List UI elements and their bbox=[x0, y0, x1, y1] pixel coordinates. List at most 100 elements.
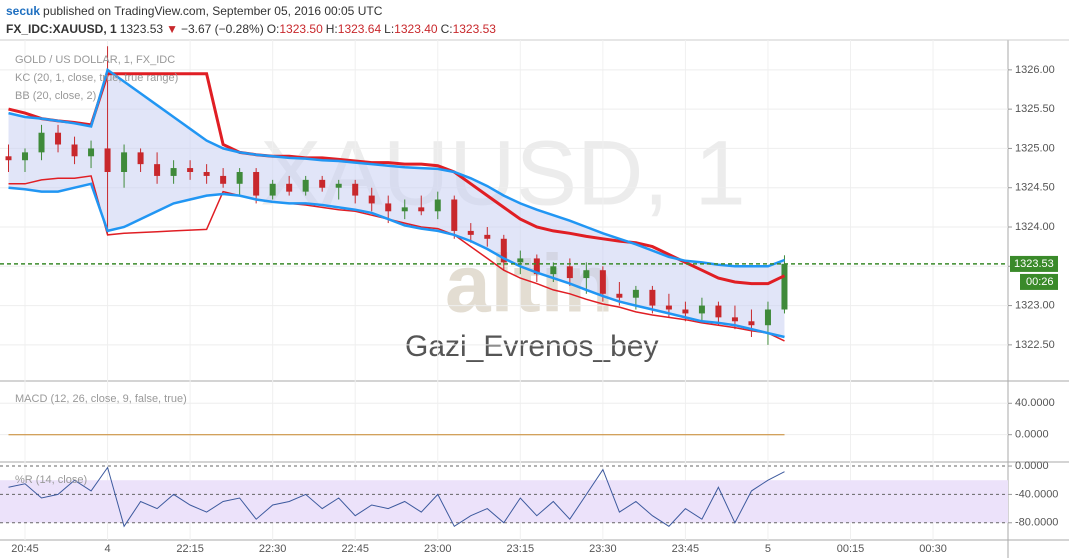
high: 1323.64 bbox=[337, 22, 382, 36]
x-tick-label: 22:30 bbox=[259, 543, 287, 555]
candle-body bbox=[71, 144, 78, 157]
change: −3.67 (−0.28%) bbox=[180, 22, 264, 36]
x-tick-label: 20:45 bbox=[11, 543, 39, 555]
symbol: FX_IDC:XAUUSD, 1 bbox=[6, 22, 117, 36]
candle-body bbox=[583, 270, 590, 279]
published: published on TradingView.com, September … bbox=[43, 4, 383, 18]
open: 1323.50 bbox=[279, 22, 323, 36]
last-price-label: 1323.53 bbox=[1014, 258, 1054, 270]
candle-body bbox=[764, 309, 771, 326]
candle-body bbox=[286, 183, 293, 192]
indicator-upper bbox=[8, 72, 786, 286]
candle-body bbox=[748, 321, 755, 326]
candle-body bbox=[467, 230, 474, 235]
y-tick-label: 1326.00 bbox=[1015, 64, 1055, 76]
y-tick-label: 1324.50 bbox=[1015, 182, 1055, 194]
price: 1323.53 bbox=[119, 22, 164, 36]
y-tick-label: 1323.00 bbox=[1015, 299, 1055, 311]
x-tick-label: 22:45 bbox=[341, 543, 369, 555]
close: 1323.53 bbox=[452, 22, 496, 36]
candle-body bbox=[187, 168, 194, 172]
y-tick-label: -40.0000 bbox=[1015, 488, 1058, 500]
candle-body bbox=[203, 172, 210, 176]
candle-body bbox=[170, 168, 177, 176]
header: secuk published on TradingView.com, Septe… bbox=[6, 2, 499, 38]
candle-body bbox=[533, 258, 540, 275]
y-tick-label: 0.0000 bbox=[1015, 460, 1049, 472]
candle-body bbox=[517, 258, 524, 263]
macd-title: MACD (12, 26, close, 9, false, true) bbox=[15, 393, 187, 405]
y-tick-label: 1325.00 bbox=[1015, 142, 1055, 154]
countdown-tag bbox=[1020, 273, 1058, 290]
quote-line: FX_IDC:XAUUSD, 1 1323.53 ▼ −3.67 (−0.28%) O:… bbox=[6, 20, 499, 38]
plot-layer bbox=[0, 40, 1012, 540]
candle-body bbox=[781, 263, 788, 310]
candle-body bbox=[55, 132, 62, 145]
label: O: bbox=[266, 22, 280, 36]
x-tick-label: 23:15 bbox=[507, 543, 535, 555]
countdown-label: 00:26 bbox=[1026, 276, 1054, 288]
wr-title: %R (14, close) bbox=[15, 474, 87, 486]
candle-body bbox=[566, 266, 573, 279]
low: 1323.40 bbox=[394, 22, 438, 36]
x-tick-label: 23:30 bbox=[589, 543, 617, 555]
candle-body bbox=[616, 293, 623, 298]
candle-body bbox=[154, 164, 161, 176]
x-tick-label: 5 bbox=[765, 543, 771, 555]
y-tick-label: -80.0000 bbox=[1015, 517, 1058, 529]
label: L: bbox=[384, 22, 395, 36]
y-tick-label: 1322.50 bbox=[1015, 339, 1055, 351]
candle-body bbox=[385, 203, 392, 212]
candle-body bbox=[104, 148, 111, 172]
x-tick-label: 4 bbox=[104, 543, 110, 555]
publish-line: secuk published on TradingView.com, Septe… bbox=[6, 2, 499, 20]
last-price-tag bbox=[1010, 255, 1058, 272]
candle-body bbox=[253, 172, 260, 196]
candle-body bbox=[88, 148, 95, 157]
candle-body bbox=[335, 183, 342, 188]
x-tick-label: 00:30 bbox=[919, 543, 947, 555]
indicator-upper bbox=[8, 67, 785, 268]
candle-body bbox=[731, 317, 738, 322]
band bbox=[0, 480, 1008, 523]
x-tick-label: 22:15 bbox=[176, 543, 204, 555]
y-tick-label: 0.0000 bbox=[1015, 429, 1049, 441]
candle-body bbox=[220, 175, 227, 184]
candle-body bbox=[319, 179, 326, 188]
x-tick-label: 00:15 bbox=[837, 543, 865, 555]
candle-body bbox=[649, 289, 656, 306]
x-tick-label: 23:45 bbox=[672, 543, 700, 555]
candle-body bbox=[715, 305, 722, 318]
label: H: bbox=[325, 22, 338, 36]
candle-body bbox=[352, 183, 359, 196]
candle-body bbox=[302, 179, 309, 192]
indicator-name: BB (20, close, 2) bbox=[15, 90, 96, 102]
indicator-lower bbox=[8, 182, 785, 339]
candle-body bbox=[550, 266, 557, 275]
candle-body bbox=[484, 234, 491, 239]
author: secuk bbox=[6, 4, 41, 18]
candle-body bbox=[665, 305, 672, 310]
line bbox=[8, 466, 785, 528]
candle-body bbox=[401, 207, 408, 212]
candle-body bbox=[269, 183, 276, 196]
candle-body bbox=[22, 152, 29, 161]
candle-body bbox=[418, 207, 425, 212]
y-tick-label: 1325.50 bbox=[1015, 103, 1055, 115]
y-tick-label: 1324.00 bbox=[1015, 221, 1055, 233]
candle-body bbox=[5, 156, 12, 161]
main-title: GOLD / US DOLLAR, 1, FX_IDC bbox=[15, 54, 175, 66]
candle-body bbox=[434, 199, 441, 212]
watermark-author: Gazi_Evrenos_bey bbox=[405, 330, 658, 363]
candle-body bbox=[632, 289, 639, 298]
candle-body bbox=[500, 238, 507, 263]
label: C: bbox=[440, 22, 453, 36]
candle-body bbox=[682, 309, 689, 314]
candle-body bbox=[599, 270, 606, 294]
candle-body bbox=[38, 132, 45, 153]
x-tick-label: 23:00 bbox=[424, 543, 452, 555]
band-fill bbox=[8, 69, 785, 337]
candle-body bbox=[368, 195, 375, 204]
